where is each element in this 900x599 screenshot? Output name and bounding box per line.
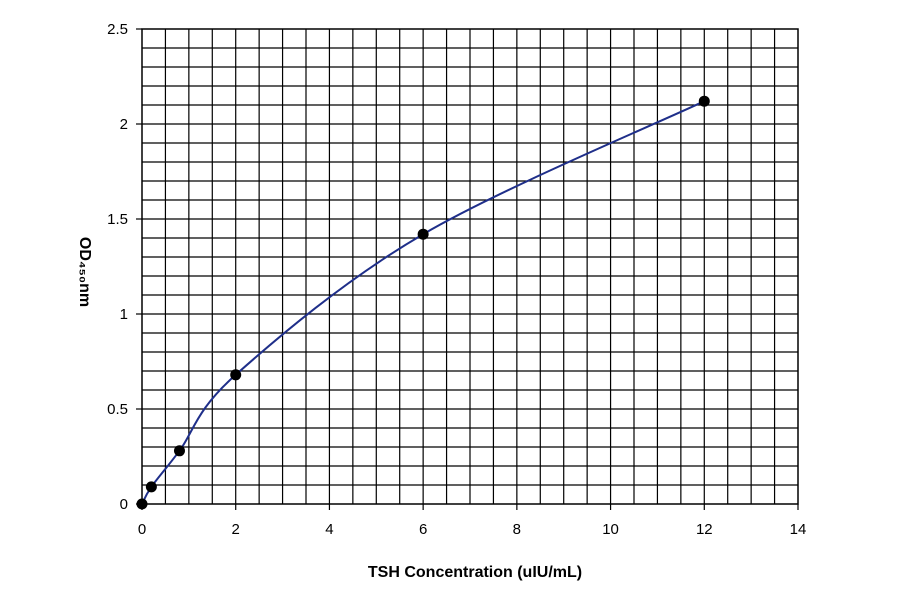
plot-frame — [141, 28, 799, 505]
y-tick-label: 2 — [120, 116, 128, 133]
y-tick-label: 0 — [120, 496, 128, 513]
data-point — [230, 369, 242, 381]
x-axis-label: TSH Concentration (uIU/mL) — [368, 564, 582, 581]
data-point — [145, 481, 157, 493]
y-tick-label: 1.5 — [107, 211, 128, 228]
x-tick-label: 12 — [696, 521, 713, 538]
data-point — [136, 498, 148, 510]
y-axis-label: OD₄₅₀nm — [76, 237, 93, 307]
x-tick-label: 8 — [513, 521, 521, 538]
series-layer — [136, 95, 710, 510]
grid-layer — [142, 29, 798, 504]
y-tick-label: 1 — [120, 306, 128, 323]
y-tick-label: 2.5 — [107, 21, 128, 38]
x-tick-label: 2 — [232, 521, 240, 538]
x-tick-label: 14 — [790, 521, 807, 538]
x-tick-label: 0 — [138, 521, 146, 538]
data-point — [173, 445, 185, 457]
x-tick-label: 6 — [419, 521, 427, 538]
data-point — [417, 228, 429, 240]
data-point — [698, 95, 710, 107]
axes-layer: 0 0.5 1 1.5 2 2.5 0 2 4 6 8 10 12 14 — [107, 21, 806, 538]
x-tick-label: 4 — [325, 521, 333, 538]
x-tick-label: 10 — [602, 521, 619, 538]
y-tick-label: 0.5 — [107, 401, 128, 418]
